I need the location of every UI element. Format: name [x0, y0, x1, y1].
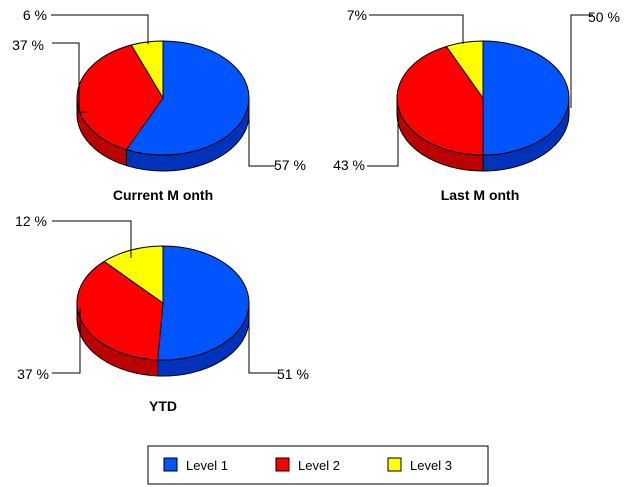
legend-swatch-level-2 [275, 457, 290, 472]
data-label-level-2: 37 % [17, 366, 49, 382]
pies-layer: 57 % 37 % 6 % Current M onth 50 % 43 % 7% Last … [12, 7, 620, 414]
data-label-level-1: 50 % [588, 9, 620, 25]
pie-slice-level-2 [396, 45, 484, 156]
data-label-level-1: 51 % [277, 366, 309, 382]
data-label-level-3: 12 % [15, 213, 47, 229]
pie-chart: 57 % 37 % 6 % Current M onth [12, 7, 306, 203]
pie-chart: 51 % 37 % 12 % YTD [15, 213, 309, 414]
pie-title: Current M onth [113, 187, 213, 203]
legend: Level 1 Level 2 Level 3 [147, 445, 489, 485]
legend-label-level-2: Level 2 [298, 458, 340, 473]
pie-slice-level-1 [482, 40, 570, 156]
pie-chart: 50 % 43 % 7% Last M onth [333, 7, 620, 203]
leader-line-level-2 [52, 308, 81, 374]
data-label-level-2: 43 % [333, 157, 365, 173]
leader-line-level-1 [248, 113, 276, 167]
legend-swatch-level-1 [163, 457, 178, 472]
leader-line-level-1 [248, 308, 279, 374]
legend-box [147, 445, 489, 485]
leader-line-level-1 [570, 14, 593, 108]
pie-slice-level-1 [157, 245, 250, 361]
pie-slice-level-3 [130, 40, 164, 100]
leader-line-level-3 [51, 14, 149, 44]
leader-line-level-2 [52, 42, 88, 113]
data-label-level-3: 7% [347, 7, 367, 23]
legend-label-level-3: Level 3 [410, 458, 452, 473]
pie-slice-level-3 [445, 40, 484, 100]
pie-slice-level-2 [76, 260, 164, 361]
legend-swatch-level-3 [387, 457, 402, 472]
leader-line-level-2 [367, 113, 399, 167]
pie-title: YTD [149, 398, 177, 414]
pie-slice-level-1 [125, 40, 250, 156]
pie-title: Last M onth [441, 187, 520, 203]
data-label-level-1: 57 % [274, 157, 306, 173]
leader-line-level-3 [52, 220, 132, 258]
leader-line-level-3 [369, 14, 464, 44]
legend-label-level-1: Level 1 [186, 458, 228, 473]
pie-slice-level-2 [76, 44, 164, 151]
data-label-level-2: 37 % [12, 37, 44, 53]
data-label-level-3: 6 % [23, 7, 47, 23]
